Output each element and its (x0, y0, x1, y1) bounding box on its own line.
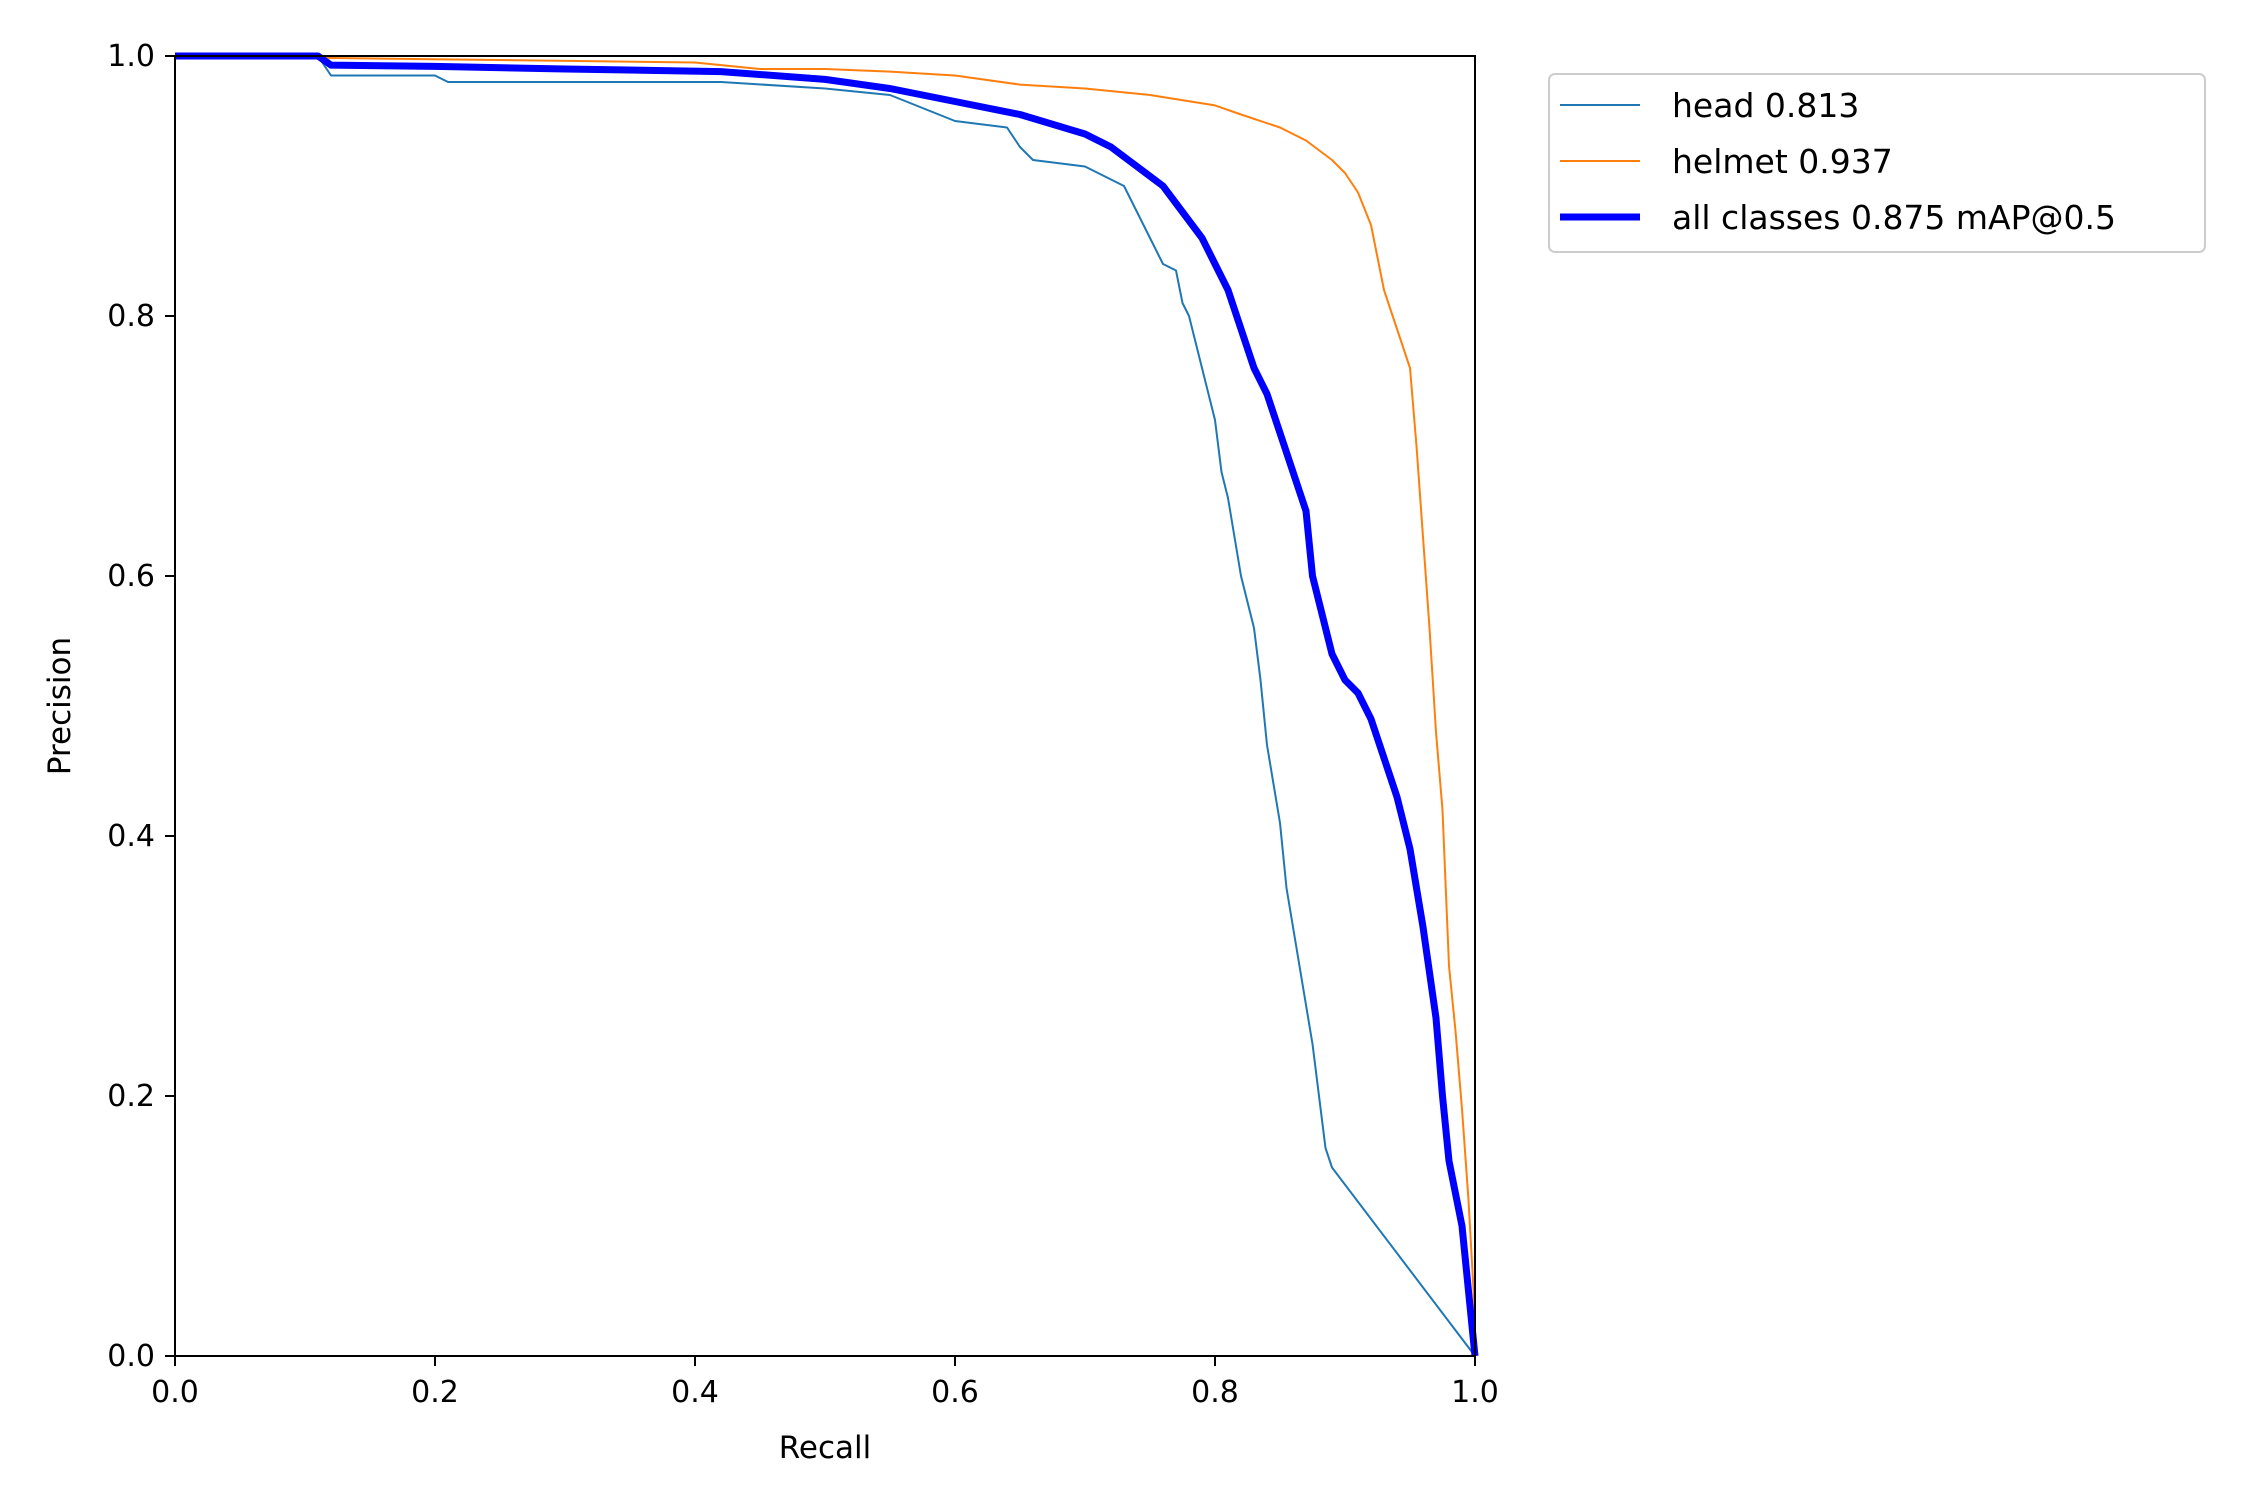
plot-frame (174, 55, 1476, 1357)
x-tick-label: 0.8 (1191, 1375, 1239, 1410)
legend: head 0.813 helmet 0.937 all classes 0.875 … (1548, 73, 2206, 253)
y-tick-label: 0.2 (107, 1079, 155, 1114)
legend-label-3: all classes 0.875 mAP@0.5 (1672, 198, 2116, 237)
x-axis-label: Recall (779, 1430, 872, 1466)
y-tick-label: 1.0 (107, 39, 155, 74)
series-line-2 (174, 55, 1476, 1318)
legend-frame (1548, 73, 2206, 253)
legend-label-2: helmet 0.937 (1672, 142, 1893, 181)
x-axis: 0.0 0.2 0.4 0.6 0.8 1.0 (151, 1356, 1499, 1410)
y-tick-label: 0.0 (107, 1339, 155, 1374)
y-axis: 0.0 0.2 0.4 0.6 0.8 1.0 (107, 39, 175, 1374)
legend-label-1: head 0.813 (1672, 86, 1859, 125)
x-tick-label: 0.4 (671, 1375, 719, 1410)
series-line-1 (175, 55, 1476, 1357)
y-tick-label: 0.8 (107, 299, 155, 334)
y-axis-label: Precision (42, 637, 78, 775)
x-tick-label: 1.0 (1451, 1375, 1499, 1410)
x-tick-label: 0.6 (931, 1375, 979, 1410)
y-tick-label: 0.6 (107, 559, 155, 594)
series-line-3 (175, 52, 1479, 1357)
series-layer (174, 52, 1479, 1357)
x-tick-label: 0.2 (411, 1375, 459, 1410)
y-tick-label: 0.4 (107, 819, 155, 854)
x-tick-label: 0.0 (151, 1375, 199, 1410)
